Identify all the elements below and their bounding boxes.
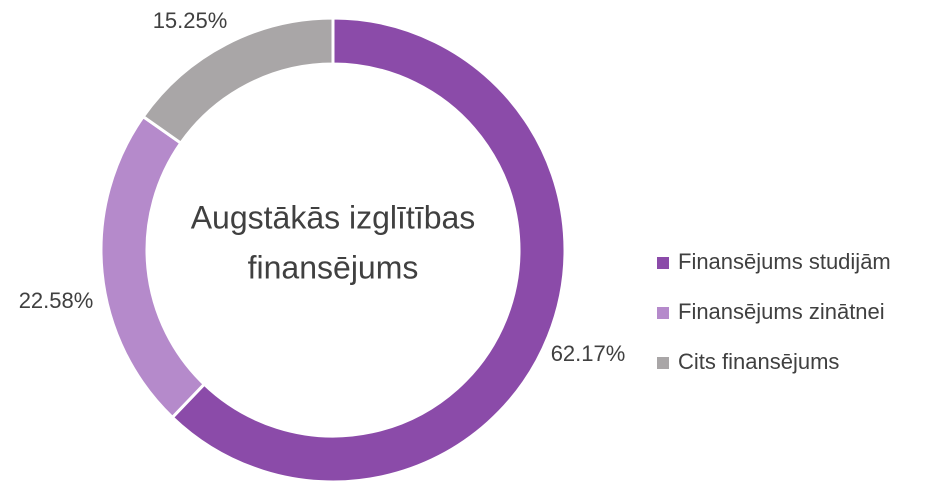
data-label: 62.17% [551,341,626,366]
center-text: Augstākās izglītības [191,199,476,235]
donut-slice [99,114,207,420]
legend-label: Finansējums studijām [678,249,891,274]
legend-swatch [657,357,669,369]
donut-slice [141,16,335,146]
center-text: finansējums [248,249,419,285]
data-label: 22.58% [19,288,94,313]
donut-slice [170,16,567,481]
legend-swatch [657,257,669,269]
legend-label: Cits finansējums [678,349,839,374]
legend-swatch [657,307,669,319]
legend-label: Finansējums zinātnei [678,299,885,324]
data-label: 15.25% [153,8,228,33]
